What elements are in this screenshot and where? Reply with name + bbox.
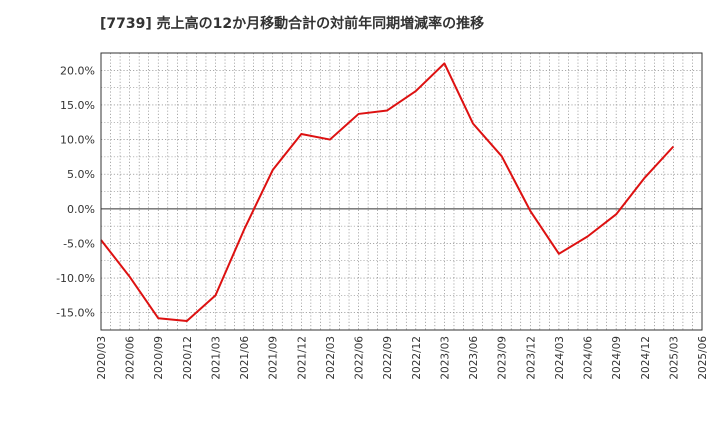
x-axis-ticks: 2020/03 2020/06 2020/09 2020/12 2021/03 2021/… xyxy=(96,336,709,380)
x-tick-label: 2024/09 xyxy=(611,336,623,380)
x-tick-label: 2024/06 xyxy=(583,336,595,380)
series-lines xyxy=(100,62,675,322)
y-tick-label: -5.0% xyxy=(63,237,95,250)
plot-area-frame xyxy=(100,52,703,331)
x-tick-label: 2022/09 xyxy=(382,336,394,380)
y-tick-label: -10.0% xyxy=(56,272,95,285)
x-tick-label: 2024/03 xyxy=(554,336,566,380)
x-tick-label: 2020/06 xyxy=(125,336,137,380)
x-tick-label: 2022/12 xyxy=(411,336,423,380)
x-tick-label: 2022/06 xyxy=(354,336,366,380)
y-tick-label: -15.0% xyxy=(56,307,95,320)
x-tick-label: 2020/03 xyxy=(96,336,108,380)
y-tick-label: 10.0% xyxy=(60,134,95,147)
x-tick-label: 2024/12 xyxy=(640,336,652,380)
x-tick-label: 2023/03 xyxy=(439,336,451,380)
x-tick-label: 2023/12 xyxy=(525,336,537,380)
x-tick-label: 2022/03 xyxy=(325,336,337,380)
x-tick-label: 2021/12 xyxy=(296,336,308,380)
x-tick-label: 2021/06 xyxy=(239,336,251,380)
grid-lines xyxy=(101,53,702,330)
y-tick-label: 0.0% xyxy=(67,203,95,216)
x-tick-label: 2021/09 xyxy=(268,336,280,380)
y-tick-label: 20.0% xyxy=(60,64,95,77)
y-tick-label: 5.0% xyxy=(67,168,95,181)
x-tick-label: 2025/03 xyxy=(668,336,680,380)
y-axis-ticks: -15.0% -10.0% -5.0% 0.0% 5.0% 10.0% 15.0% 20.0% xyxy=(56,64,95,319)
x-tick-label: 2020/12 xyxy=(182,336,194,380)
x-tick-label: 2023/06 xyxy=(468,336,480,380)
x-tick-label: 2023/09 xyxy=(497,336,509,380)
series-line xyxy=(100,62,675,322)
x-tick-label: 2020/09 xyxy=(153,336,165,380)
x-tick-label: 2025/06 xyxy=(697,336,709,380)
x-tick-label: 2021/03 xyxy=(210,336,222,380)
chart-title: [7739] 売上高の12か月移動合計の対前年同期増減率の推移 xyxy=(100,16,485,32)
y-tick-label: 15.0% xyxy=(60,99,95,112)
